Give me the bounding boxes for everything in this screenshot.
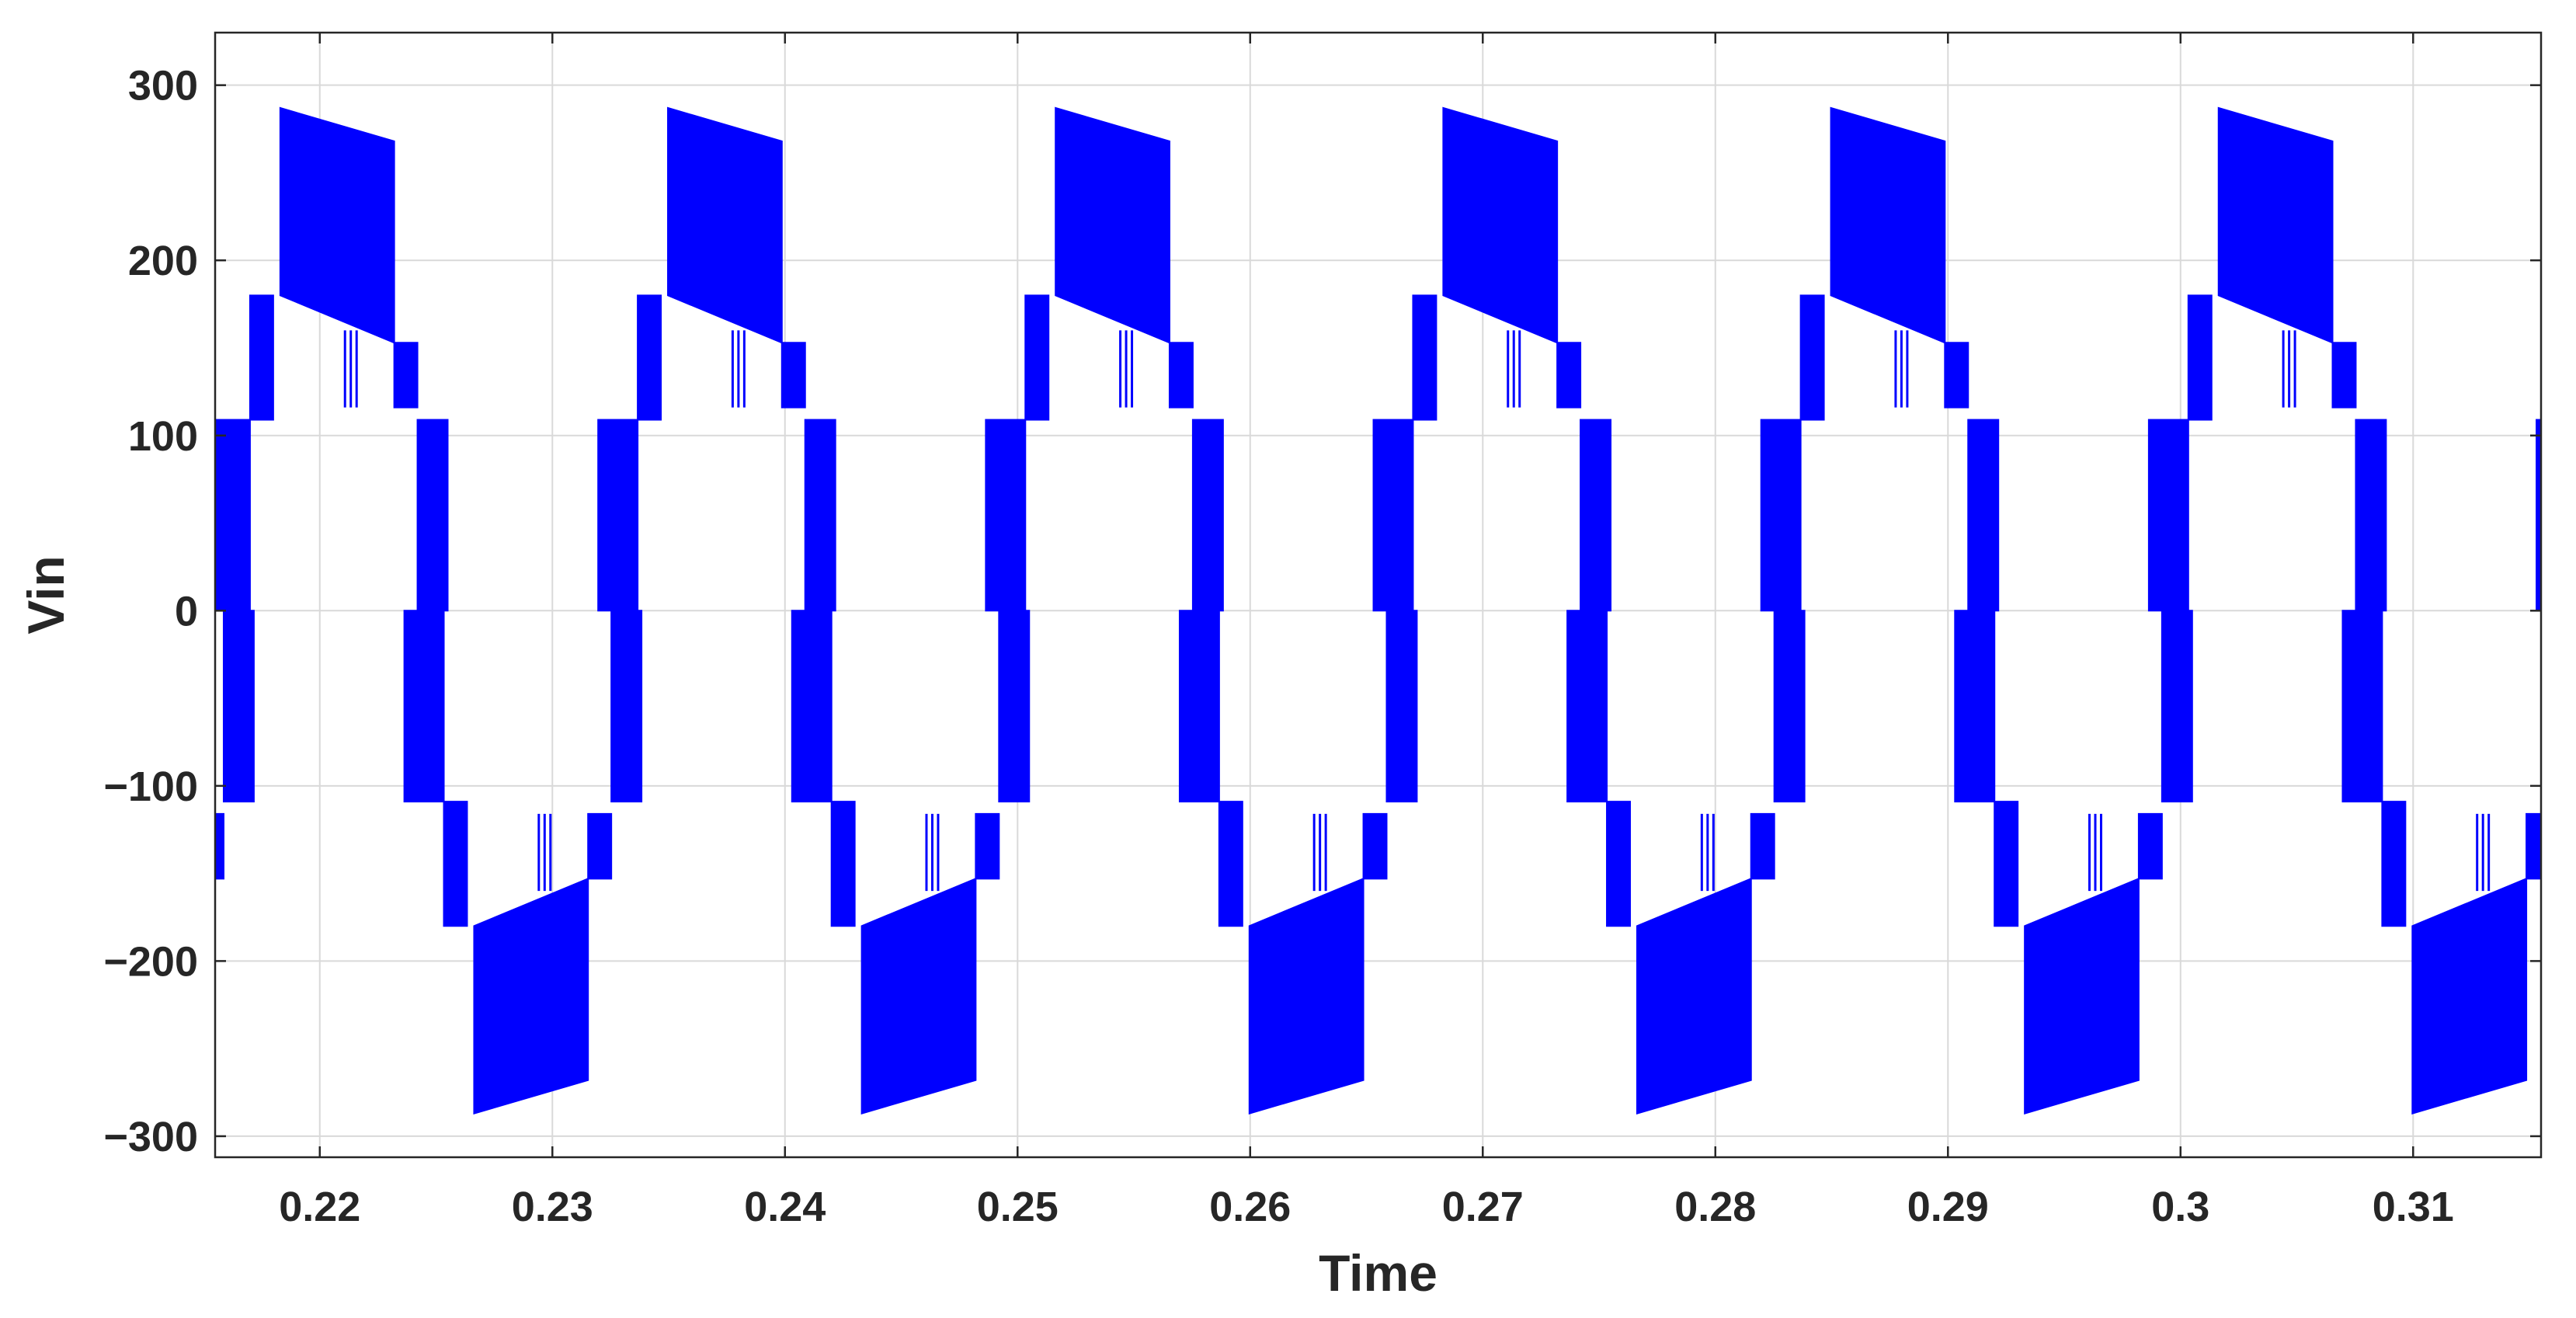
negative-pwm-band-4 [998,610,1031,803]
positive-pwm-band-1 [2187,294,2213,421]
positive-pwm-band-1 [249,294,274,421]
negative-pwm-band-4 [1385,610,1418,803]
x-tick-label: 0.24 [744,1184,826,1230]
y-axis-label: Vin [17,555,75,634]
y-tick-label: 0 [175,588,198,635]
negative-pwm-band-0 [2341,610,2383,803]
axis-ticks: 0.22 0.23 0.24 0.25 0.26 0.27 0.28 0.29 0.3 0.31 3… [103,33,2541,1230]
positive-pwm-band-3 [1944,342,1969,409]
positive-pwm-band-1 [637,294,662,421]
positive-pwm-band-0 [1372,419,1414,612]
negative-pwm-band-3 [2137,812,2163,880]
x-tick-label: 0.25 [977,1184,1059,1230]
negative-pwm-band-0 [1178,610,1220,803]
negative-pwm-band-1 [830,801,856,927]
negative-pwm-band-3 [975,812,1000,880]
positive-pwm-band-4 [2355,419,2387,612]
negative-pwm-band-4 [2161,610,2193,803]
x-tick-label: 0.3 [2151,1184,2209,1230]
x-axis-label: Time [1319,1244,1437,1302]
negative-pwm-band-3 [1362,812,1388,880]
negative-pwm-band-3 [1750,812,1775,880]
positive-pwm-band-4 [1191,419,1224,612]
negative-pwm-band-3 [2526,812,2541,880]
positive-pwm-band-3 [393,342,419,409]
y-tick-label: 200 [128,238,198,284]
negative-pwm-band-1 [2381,801,2407,927]
negative-pwm-band-0 [1566,610,1608,803]
positive-pwm-band-0 [597,419,639,612]
x-tick-label: 0.22 [279,1184,360,1230]
positive-pwm-band-4 [1967,419,2000,612]
negative-pwm-band-0 [1954,610,1996,803]
x-tick-label: 0.23 [512,1184,593,1230]
positive-pwm-band-4 [1580,419,1612,612]
y-tick-label: −300 [103,1114,198,1160]
x-tick-label: 0.29 [1907,1184,1989,1230]
x-tick-label: 0.27 [1442,1184,1524,1230]
negative-pwm-band-4 [610,610,643,803]
positive-pwm-band-3 [2331,342,2357,409]
positive-pwm-band-4 [804,419,836,612]
negative-pwm-band-4 [222,610,255,803]
positive-pwm-band-3 [1556,342,1582,409]
plot-frame [214,31,2543,1159]
positive-pwm-band-3 [1168,342,1194,409]
positive-pwm-band-1 [1024,294,1050,421]
positive-pwm-band-0 [2147,419,2189,612]
positive-pwm-band-0 [215,419,251,612]
negative-pwm-band-0 [791,610,833,803]
positive-pwm-band-0 [2536,419,2541,612]
negative-pwm-band-1 [1218,801,1243,927]
y-tick-label: 100 [128,413,198,460]
positive-pwm-band-4 [416,419,449,612]
waveform-trace [215,106,2541,1115]
y-tick-label: 300 [128,63,198,110]
negative-pwm-band-1 [443,801,468,927]
y-tick-label: −100 [103,763,198,810]
negative-pwm-band-1 [1606,801,1631,927]
x-tick-label: 0.28 [1674,1184,1756,1230]
positive-pwm-band-1 [1412,294,1437,421]
positive-pwm-band-3 [780,342,806,409]
x-tick-label: 0.31 [2373,1184,2454,1230]
positive-pwm-band-0 [1760,419,1802,612]
negative-pwm-band-1 [1994,801,2019,927]
positive-pwm-band-1 [1799,294,1825,421]
y-tick-label: −200 [103,938,198,985]
negative-pwm-band-4 [1773,610,1806,803]
positive-pwm-band-0 [985,419,1027,612]
x-tick-label: 0.26 [1209,1184,1291,1230]
negative-pwm-band-0 [403,610,445,803]
negative-pwm-band-3 [587,812,613,880]
